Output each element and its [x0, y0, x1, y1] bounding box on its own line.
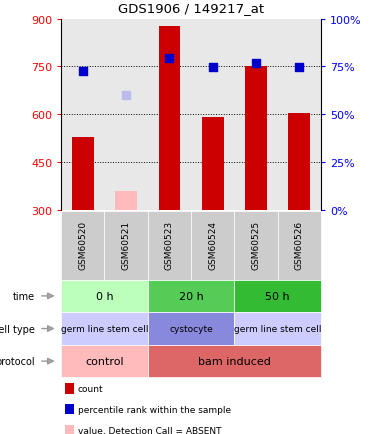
Bar: [72, 137, 93, 210]
Bar: [289, 113, 310, 210]
Text: germ line stem cell: germ line stem cell: [234, 324, 321, 333]
Text: bam induced: bam induced: [198, 356, 271, 366]
Point: [123, 92, 129, 99]
Point: [253, 61, 259, 68]
Text: GSM60526: GSM60526: [295, 221, 304, 270]
Bar: [159, 26, 180, 210]
Text: GSM60521: GSM60521: [122, 221, 131, 270]
Point: [167, 56, 173, 63]
Text: 20 h: 20 h: [179, 291, 203, 301]
Text: percentile rank within the sample: percentile rank within the sample: [78, 405, 231, 414]
Text: GSM60520: GSM60520: [78, 221, 87, 270]
Text: GSM60525: GSM60525: [252, 221, 260, 270]
Text: cell type: cell type: [0, 324, 35, 334]
Text: count: count: [78, 384, 104, 393]
Text: time: time: [13, 291, 35, 301]
Point: [210, 64, 216, 71]
Text: protocol: protocol: [0, 356, 35, 366]
Text: cystocyte: cystocyte: [169, 324, 213, 333]
Text: GSM60523: GSM60523: [165, 221, 174, 270]
Text: control: control: [85, 356, 124, 366]
Bar: [245, 67, 267, 210]
Text: germ line stem cell: germ line stem cell: [61, 324, 148, 333]
Text: 50 h: 50 h: [265, 291, 290, 301]
Bar: [202, 118, 224, 210]
Text: GSM60524: GSM60524: [208, 221, 217, 270]
Point: [80, 69, 86, 76]
Text: 0 h: 0 h: [96, 291, 113, 301]
Bar: [115, 191, 137, 210]
Text: value, Detection Call = ABSENT: value, Detection Call = ABSENT: [78, 426, 221, 434]
Point: [296, 64, 302, 71]
Text: GDS1906 / 149217_at: GDS1906 / 149217_at: [118, 2, 264, 15]
